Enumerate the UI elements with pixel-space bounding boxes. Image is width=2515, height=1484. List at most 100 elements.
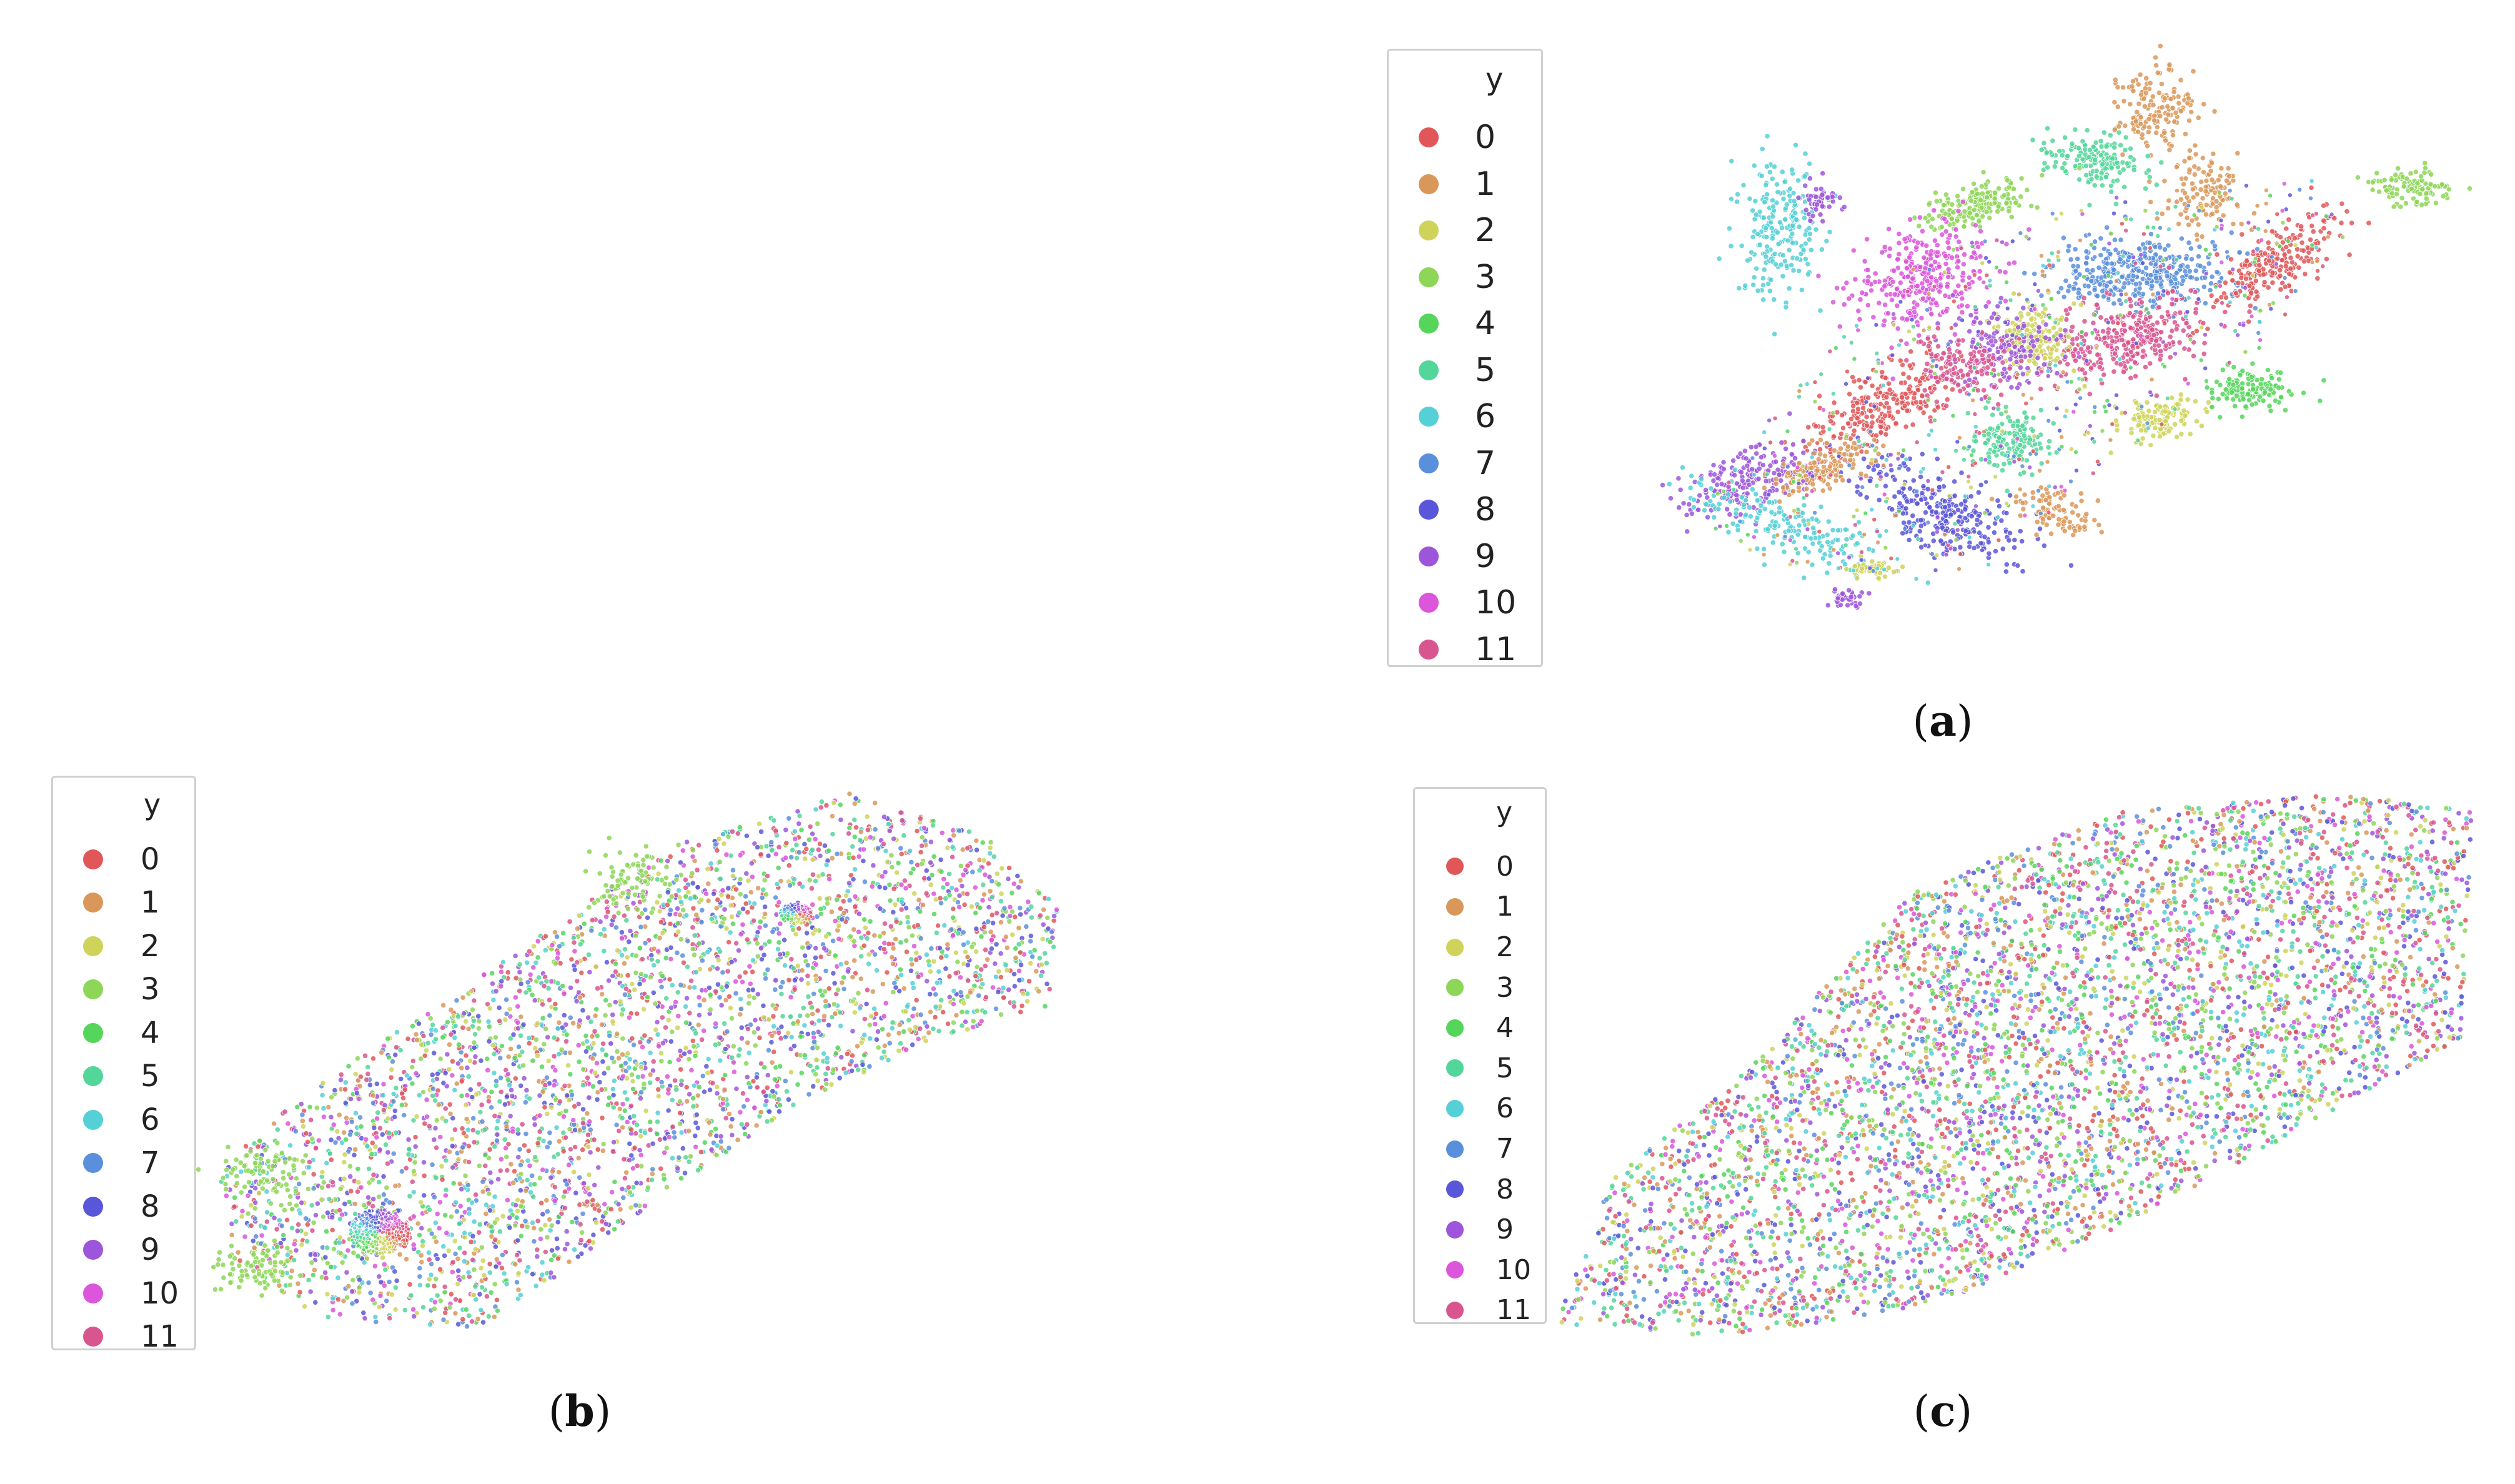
point-class-1 xyxy=(2078,498,2085,504)
point-class-4 xyxy=(2285,238,2291,244)
point-class-3 xyxy=(1974,190,1981,197)
point-class-1 xyxy=(2238,220,2245,227)
point-class-1 xyxy=(2045,288,2051,294)
point-class-1 xyxy=(2195,221,2201,228)
point-class-0 xyxy=(2016,457,2022,462)
point-class-0 xyxy=(2283,244,2289,250)
point-class-6 xyxy=(1793,255,1800,262)
point-class-8 xyxy=(1860,455,1867,462)
point-class-11 xyxy=(1931,334,1937,340)
point-class-0 xyxy=(1942,384,1949,390)
point-class-11 xyxy=(1970,379,1977,385)
point-class-5 xyxy=(2041,140,2047,146)
point-class-0 xyxy=(1856,377,1862,383)
point-class-1 xyxy=(2171,119,2178,125)
point-class-1 xyxy=(2149,377,2155,382)
point-class-10 xyxy=(1956,239,1962,245)
point-class-9 xyxy=(1810,212,1816,219)
point-class-1 xyxy=(2191,164,2198,170)
point-class-3 xyxy=(2023,234,2029,239)
point-class-8 xyxy=(1976,530,1983,536)
point-class-1 xyxy=(2255,203,2260,209)
point-class-0 xyxy=(2110,422,2115,427)
point-class-1 xyxy=(2133,119,2139,125)
point-class-9 xyxy=(1983,303,1989,310)
point-class-5 xyxy=(2151,225,2156,230)
point-class-4 xyxy=(2068,379,2074,385)
point-class-3 xyxy=(2001,192,2008,199)
point-class-0 xyxy=(2148,245,2153,251)
point-class-9 xyxy=(2035,288,2041,294)
point-class-2 xyxy=(2053,357,2059,364)
point-class-2 xyxy=(1899,563,1906,570)
point-class-10 xyxy=(1955,282,1962,289)
point-class-1 xyxy=(2234,202,2240,208)
point-class-5 xyxy=(2103,174,2110,180)
point-class-11 xyxy=(2147,360,2153,367)
point-class-1 xyxy=(2072,528,2078,534)
point-class-4 xyxy=(2073,449,2079,455)
point-class-9 xyxy=(1825,194,1831,200)
point-class-5 xyxy=(2002,453,2008,458)
point-class-1 xyxy=(2077,237,2083,243)
point-class-3 xyxy=(1961,223,1967,230)
point-class-1 xyxy=(2040,516,2046,522)
point-class-0 xyxy=(2281,251,2288,258)
point-class-8 xyxy=(2185,309,2190,315)
point-class-0 xyxy=(2269,270,2276,276)
point-class-5 xyxy=(2003,441,2010,448)
point-class-5 xyxy=(2050,137,2056,144)
point-class-0 xyxy=(2296,264,2302,270)
point-class-9 xyxy=(1817,211,1823,217)
point-class-7 xyxy=(2086,232,2092,237)
point-class-0 xyxy=(2065,347,2071,353)
point-class-7 xyxy=(2060,235,2067,241)
point-class-6 xyxy=(1716,255,1722,262)
point-class-5 xyxy=(2100,161,2106,167)
point-class-3 xyxy=(1922,215,1928,221)
point-class-0 xyxy=(2248,290,2255,296)
point-class-1 xyxy=(2033,532,2040,538)
point-class-0 xyxy=(1851,427,1857,434)
point-class-1 xyxy=(2203,177,2210,184)
point-class-5 xyxy=(2108,182,2115,189)
point-class-7 xyxy=(1750,455,1755,461)
point-class-3 xyxy=(1995,186,2002,192)
point-class-3 xyxy=(2398,204,2404,210)
point-class-11 xyxy=(2167,354,2173,360)
point-class-6 xyxy=(1883,528,1889,534)
point-class-11 xyxy=(2169,301,2175,307)
point-class-8 xyxy=(1922,509,1929,516)
point-class-0 xyxy=(2230,277,2236,284)
point-class-11 xyxy=(2090,470,2096,476)
point-class-9 xyxy=(2045,373,2051,379)
point-class-5 xyxy=(2038,460,2045,467)
point-class-3 xyxy=(2340,234,2346,240)
point-class-2 xyxy=(2148,442,2154,448)
point-class-8 xyxy=(1936,484,1943,490)
point-class-11 xyxy=(2065,361,2071,367)
point-class-4 xyxy=(1791,479,1797,485)
point-class-5 xyxy=(2090,144,2096,150)
point-class-7 xyxy=(2107,279,2114,285)
point-class-1 xyxy=(1785,470,1792,477)
point-class-3 xyxy=(2388,177,2394,183)
point-class-3 xyxy=(2011,186,2017,192)
point-class-8 xyxy=(1935,475,1942,482)
point-class-6 xyxy=(1734,199,1740,205)
point-class-0 xyxy=(1878,390,1883,395)
point-class-0 xyxy=(1898,380,1905,386)
point-class-9 xyxy=(1680,500,1687,507)
point-class-1 xyxy=(2218,166,2225,172)
point-class-0 xyxy=(2233,290,2240,297)
point-class-5 xyxy=(1982,440,1988,447)
point-class-3 xyxy=(2428,171,2434,177)
point-class-8 xyxy=(2268,306,2274,312)
point-class-1 xyxy=(1825,481,1831,488)
point-class-11 xyxy=(1958,245,1964,251)
point-class-6 xyxy=(1766,499,1772,505)
point-class-5 xyxy=(2155,233,2161,239)
point-class-1 xyxy=(2135,81,2141,87)
point-class-9 xyxy=(1727,512,1733,518)
point-class-10 xyxy=(2185,381,2191,387)
